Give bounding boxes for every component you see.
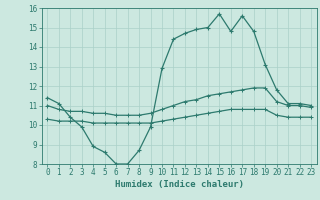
X-axis label: Humidex (Indice chaleur): Humidex (Indice chaleur) bbox=[115, 180, 244, 189]
